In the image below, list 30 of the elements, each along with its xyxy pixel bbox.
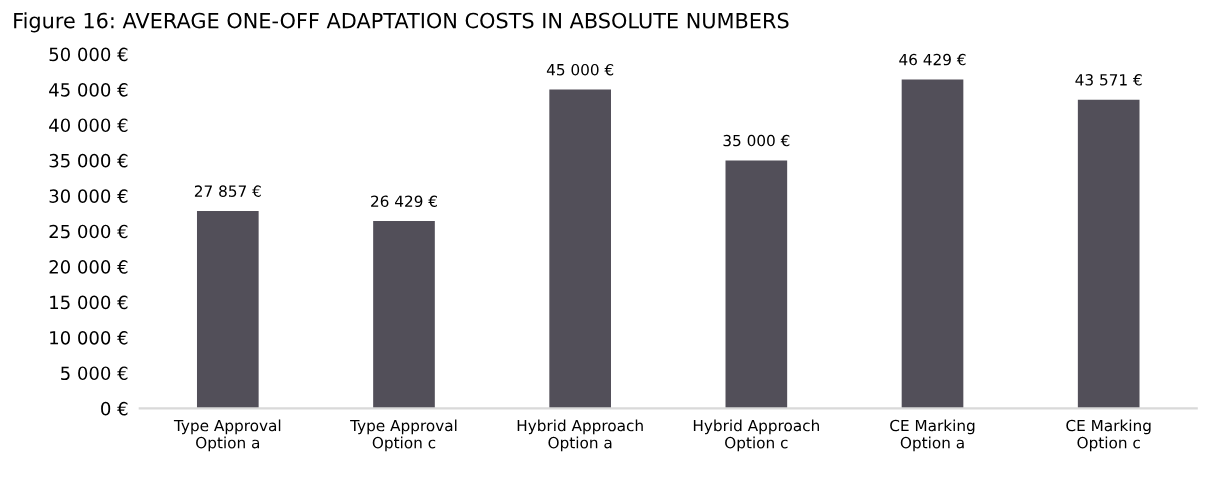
- data-label: 45 000 €: [546, 63, 614, 76]
- y-tick-label: 40 000 €: [49, 118, 128, 133]
- y-tick-label: 20 000 €: [49, 260, 128, 274]
- chart-title: Figure 16: AVERAGE ONE-OFF ADAPTATION COSTS IN ABSOLUTE NUMBERS: [14, 12, 789, 33]
- y-tick-label: 15 000 €: [50, 295, 128, 310]
- y-tick-label: 50 000 €: [49, 47, 128, 62]
- data-label: 27 857 €: [194, 185, 261, 197]
- x-tick-label: Hybrid Approach Option c: [693, 419, 819, 452]
- data-label: 26 429 €: [371, 195, 437, 208]
- bar: [1077, 99, 1140, 409]
- x-tick-label: Type Approval Option a: [173, 419, 281, 452]
- data-label: 43 571 €: [1075, 74, 1142, 86]
- data-label: 35 000 €: [723, 134, 790, 147]
- y-tick-label: 30 000 €: [49, 189, 128, 203]
- x-tick-label: CE Marking Option a: [890, 419, 975, 452]
- bar: [901, 79, 964, 409]
- y-tick-label: 5 000 €: [61, 366, 128, 381]
- y-tick-label: 0 €: [101, 401, 128, 416]
- bar: [196, 211, 259, 409]
- y-tick-label: 45 000 €: [49, 83, 128, 97]
- x-tick-label: Hybrid Approach Option a: [517, 419, 643, 452]
- y-tick-label: 10 000 €: [50, 330, 128, 345]
- x-tick-label: Type Approval Option c: [350, 419, 457, 452]
- bar: [549, 89, 611, 409]
- x-tick-label: CE Marking Option c: [1066, 419, 1151, 452]
- data-label: 46 429 €: [899, 53, 966, 66]
- bar: [725, 160, 788, 409]
- y-tick-label: 25 000 €: [49, 224, 128, 239]
- y-tick-label: 35 000 €: [49, 153, 128, 168]
- bar: [373, 221, 435, 409]
